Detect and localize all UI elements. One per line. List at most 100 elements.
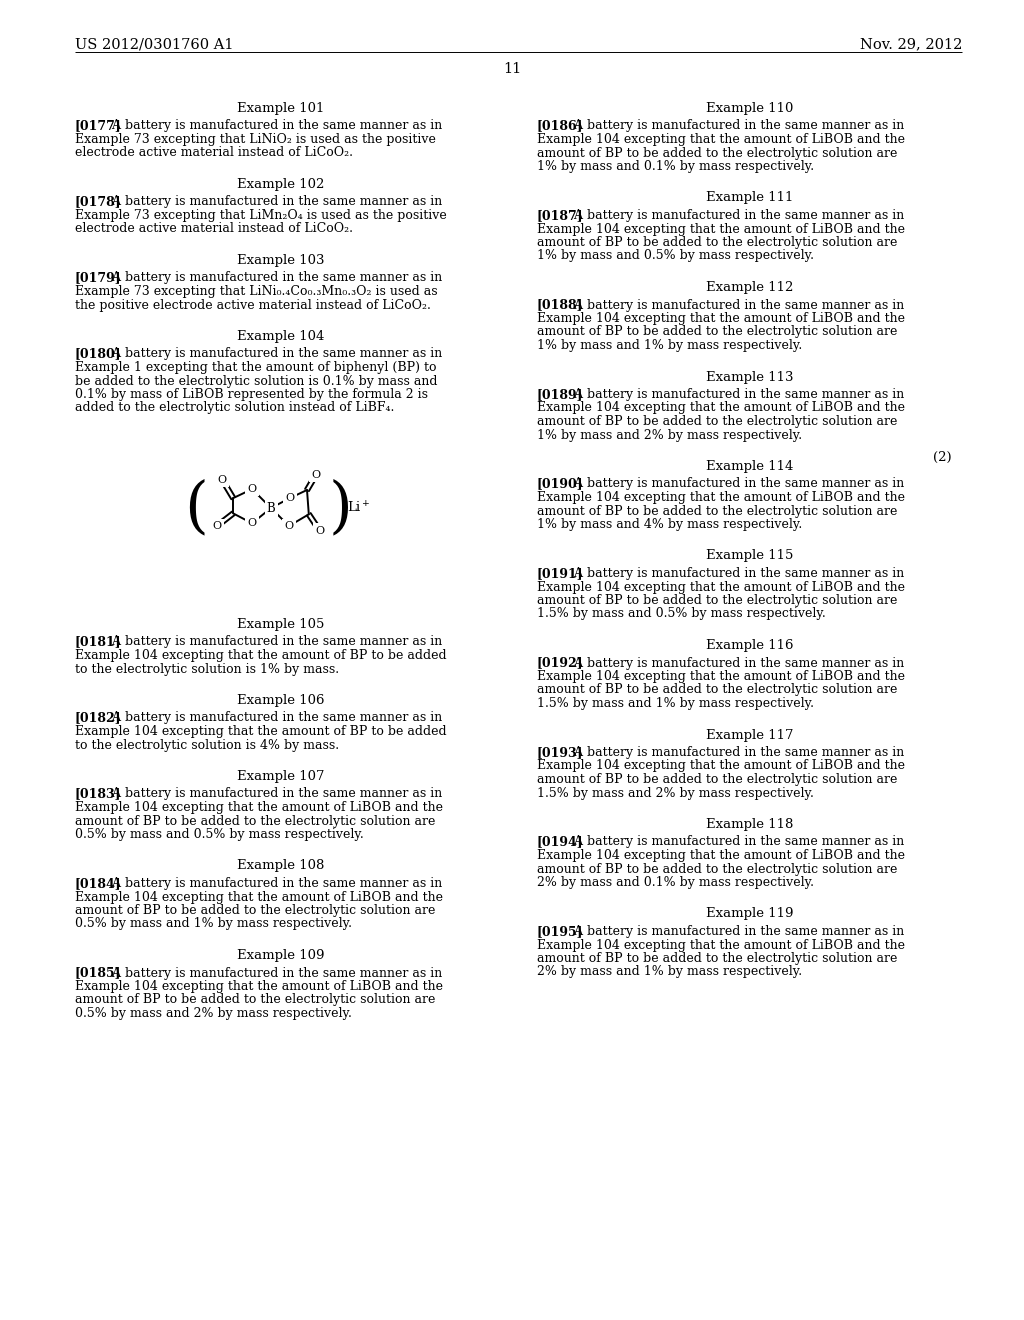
Text: A battery is manufactured in the same manner as in: A battery is manufactured in the same ma… xyxy=(109,876,442,890)
Text: O: O xyxy=(248,519,257,528)
Text: Example 1 excepting that the amount of biphenyl (BP) to: Example 1 excepting that the amount of b… xyxy=(75,360,436,374)
Text: 1% by mass and 1% by mass respectively.: 1% by mass and 1% by mass respectively. xyxy=(537,339,802,352)
Text: Example 104 excepting that the amount of LiBOB and the: Example 104 excepting that the amount of… xyxy=(537,401,905,414)
Text: 1% by mass and 0.5% by mass respectively.: 1% by mass and 0.5% by mass respectively… xyxy=(537,249,814,263)
Text: electrode active material instead of LiCoO₂.: electrode active material instead of LiC… xyxy=(75,147,353,160)
Text: Example 104 excepting that the amount of LiBOB and the: Example 104 excepting that the amount of… xyxy=(537,759,905,772)
Text: 1.5% by mass and 2% by mass respectively.: 1.5% by mass and 2% by mass respectively… xyxy=(537,787,814,800)
Text: 2% by mass and 1% by mass respectively.: 2% by mass and 1% by mass respectively. xyxy=(537,965,802,978)
Text: A battery is manufactured in the same manner as in: A battery is manufactured in the same ma… xyxy=(570,746,904,759)
Text: Example 103: Example 103 xyxy=(238,253,325,267)
Text: Example 104 excepting that the amount of LiBOB and the: Example 104 excepting that the amount of… xyxy=(537,581,905,594)
Text: Example 73 excepting that LiNi₀.₄Co₀.₃Mn₀.₃O₂ is used as: Example 73 excepting that LiNi₀.₄Co₀.₃Mn… xyxy=(75,285,437,298)
Text: amount of BP to be added to the electrolytic solution are: amount of BP to be added to the electrol… xyxy=(75,994,435,1006)
Text: [0178]: [0178] xyxy=(75,195,122,209)
Text: Example 117: Example 117 xyxy=(706,729,794,742)
Text: O: O xyxy=(285,521,294,531)
Text: Example 73 excepting that LiNiO₂ is used as the positive: Example 73 excepting that LiNiO₂ is used… xyxy=(75,133,436,147)
Text: [0177]: [0177] xyxy=(75,120,122,132)
Text: A battery is manufactured in the same manner as in: A battery is manufactured in the same ma… xyxy=(109,195,442,209)
Text: 1% by mass and 2% by mass respectively.: 1% by mass and 2% by mass respectively. xyxy=(537,429,802,441)
Text: amount of BP to be added to the electrolytic solution are: amount of BP to be added to the electrol… xyxy=(75,814,435,828)
Text: Example 104 excepting that the amount of LiBOB and the: Example 104 excepting that the amount of… xyxy=(537,133,905,147)
Text: amount of BP to be added to the electrolytic solution are: amount of BP to be added to the electrol… xyxy=(537,504,897,517)
Text: Example 113: Example 113 xyxy=(706,371,794,384)
Text: US 2012/0301760 A1: US 2012/0301760 A1 xyxy=(75,37,233,51)
Text: electrode active material instead of LiCoO₂.: electrode active material instead of LiC… xyxy=(75,223,353,235)
Text: [0182]: [0182] xyxy=(75,711,122,725)
Text: Example 102: Example 102 xyxy=(238,178,325,191)
Text: Example 119: Example 119 xyxy=(706,908,794,920)
Text: A battery is manufactured in the same manner as in: A battery is manufactured in the same ma… xyxy=(570,656,904,669)
Text: amount of BP to be added to the electrolytic solution are: amount of BP to be added to the electrol… xyxy=(537,862,897,875)
Text: amount of BP to be added to the electrolytic solution are: amount of BP to be added to the electrol… xyxy=(537,774,897,785)
Text: A battery is manufactured in the same manner as in: A battery is manufactured in the same ma… xyxy=(109,635,442,648)
Text: [0187]: [0187] xyxy=(537,209,584,222)
Text: amount of BP to be added to the electrolytic solution are: amount of BP to be added to the electrol… xyxy=(537,414,897,428)
Text: A battery is manufactured in the same manner as in: A battery is manufactured in the same ma… xyxy=(570,568,904,579)
Text: to the electrolytic solution is 1% by mass.: to the electrolytic solution is 1% by ma… xyxy=(75,663,339,676)
Text: (2): (2) xyxy=(933,451,952,465)
Text: [0183]: [0183] xyxy=(75,788,122,800)
Text: Example 107: Example 107 xyxy=(238,770,325,783)
Text: [0186]: [0186] xyxy=(537,120,584,132)
Text: amount of BP to be added to the electrolytic solution are: amount of BP to be added to the electrol… xyxy=(75,904,435,917)
Text: O: O xyxy=(212,521,221,531)
Text: Nov. 29, 2012: Nov. 29, 2012 xyxy=(859,37,962,51)
Text: Example 104 excepting that the amount of LiBOB and the: Example 104 excepting that the amount of… xyxy=(537,223,905,235)
Text: Example 116: Example 116 xyxy=(706,639,794,652)
Text: amount of BP to be added to the electrolytic solution are: amount of BP to be added to the electrol… xyxy=(537,952,897,965)
Text: A battery is manufactured in the same manner as in: A battery is manufactured in the same ma… xyxy=(109,347,442,360)
Text: Example 104 excepting that the amount of BP to be added: Example 104 excepting that the amount of… xyxy=(75,725,446,738)
Text: Example 104 excepting that the amount of BP to be added: Example 104 excepting that the amount of… xyxy=(75,649,446,663)
Text: Example 104 excepting that the amount of LiBOB and the: Example 104 excepting that the amount of… xyxy=(537,939,905,952)
Text: Example 118: Example 118 xyxy=(706,818,794,832)
Text: A battery is manufactured in the same manner as in: A battery is manufactured in the same ma… xyxy=(570,120,904,132)
Text: [0192]: [0192] xyxy=(537,656,584,669)
Text: A battery is manufactured in the same manner as in: A battery is manufactured in the same ma… xyxy=(109,272,442,285)
Text: the positive electrode active material instead of LiCoO₂.: the positive electrode active material i… xyxy=(75,298,431,312)
Text: [0181]: [0181] xyxy=(75,635,122,648)
Text: 1% by mass and 0.1% by mass respectively.: 1% by mass and 0.1% by mass respectively… xyxy=(537,160,814,173)
Text: 0.1% by mass of LiBOB represented by the formula 2 is: 0.1% by mass of LiBOB represented by the… xyxy=(75,388,428,401)
Text: O: O xyxy=(248,484,257,494)
Text: [0189]: [0189] xyxy=(537,388,584,401)
Text: be added to the electrolytic solution is 0.1% by mass and: be added to the electrolytic solution is… xyxy=(75,375,437,388)
Text: amount of BP to be added to the electrolytic solution are: amount of BP to be added to the electrol… xyxy=(537,594,897,607)
Text: ): ) xyxy=(329,478,352,539)
Text: A battery is manufactured in the same manner as in: A battery is manufactured in the same ma… xyxy=(109,120,442,132)
Text: Example 104 excepting that the amount of LiBOB and the: Example 104 excepting that the amount of… xyxy=(75,801,443,814)
Text: Example 104 excepting that the amount of LiBOB and the: Example 104 excepting that the amount of… xyxy=(75,979,443,993)
Text: [0193]: [0193] xyxy=(537,746,584,759)
Text: 1% by mass and 4% by mass respectively.: 1% by mass and 4% by mass respectively. xyxy=(537,517,802,531)
Text: Li$^+$: Li$^+$ xyxy=(346,500,371,516)
Text: A battery is manufactured in the same manner as in: A battery is manufactured in the same ma… xyxy=(570,298,904,312)
Text: Example 114: Example 114 xyxy=(706,459,794,473)
Text: Example 104 excepting that the amount of LiBOB and the: Example 104 excepting that the amount of… xyxy=(537,312,905,325)
Text: [0188]: [0188] xyxy=(537,298,584,312)
Text: Example 112: Example 112 xyxy=(706,281,794,294)
Text: Example 104 excepting that the amount of LiBOB and the: Example 104 excepting that the amount of… xyxy=(537,671,905,682)
Text: Example 73 excepting that LiMn₂O₄ is used as the positive: Example 73 excepting that LiMn₂O₄ is use… xyxy=(75,209,446,222)
Text: 2% by mass and 0.1% by mass respectively.: 2% by mass and 0.1% by mass respectively… xyxy=(537,876,814,888)
Text: 0.5% by mass and 2% by mass respectively.: 0.5% by mass and 2% by mass respectively… xyxy=(75,1007,352,1020)
Text: Example 115: Example 115 xyxy=(706,549,794,562)
Text: amount of BP to be added to the electrolytic solution are: amount of BP to be added to the electrol… xyxy=(537,326,897,338)
Text: 1.5% by mass and 1% by mass respectively.: 1.5% by mass and 1% by mass respectively… xyxy=(537,697,814,710)
Text: [0179]: [0179] xyxy=(75,272,122,285)
Text: Example 101: Example 101 xyxy=(238,102,325,115)
Text: Example 104: Example 104 xyxy=(238,330,325,343)
Text: B: B xyxy=(266,502,275,515)
Text: A battery is manufactured in the same manner as in: A battery is manufactured in the same ma… xyxy=(570,836,904,849)
Text: Example 105: Example 105 xyxy=(238,618,325,631)
Text: [0195]: [0195] xyxy=(537,925,584,939)
Text: 1.5% by mass and 0.5% by mass respectively.: 1.5% by mass and 0.5% by mass respective… xyxy=(537,607,825,620)
Text: A battery is manufactured in the same manner as in: A battery is manufactured in the same ma… xyxy=(109,711,442,725)
Text: Example 109: Example 109 xyxy=(238,949,325,962)
Text: Example 104 excepting that the amount of LiBOB and the: Example 104 excepting that the amount of… xyxy=(537,849,905,862)
Text: [0184]: [0184] xyxy=(75,876,122,890)
Text: A battery is manufactured in the same manner as in: A battery is manufactured in the same ma… xyxy=(570,388,904,401)
Text: O: O xyxy=(218,475,227,486)
Text: to the electrolytic solution is 4% by mass.: to the electrolytic solution is 4% by ma… xyxy=(75,738,339,751)
Text: (: ( xyxy=(184,478,208,539)
